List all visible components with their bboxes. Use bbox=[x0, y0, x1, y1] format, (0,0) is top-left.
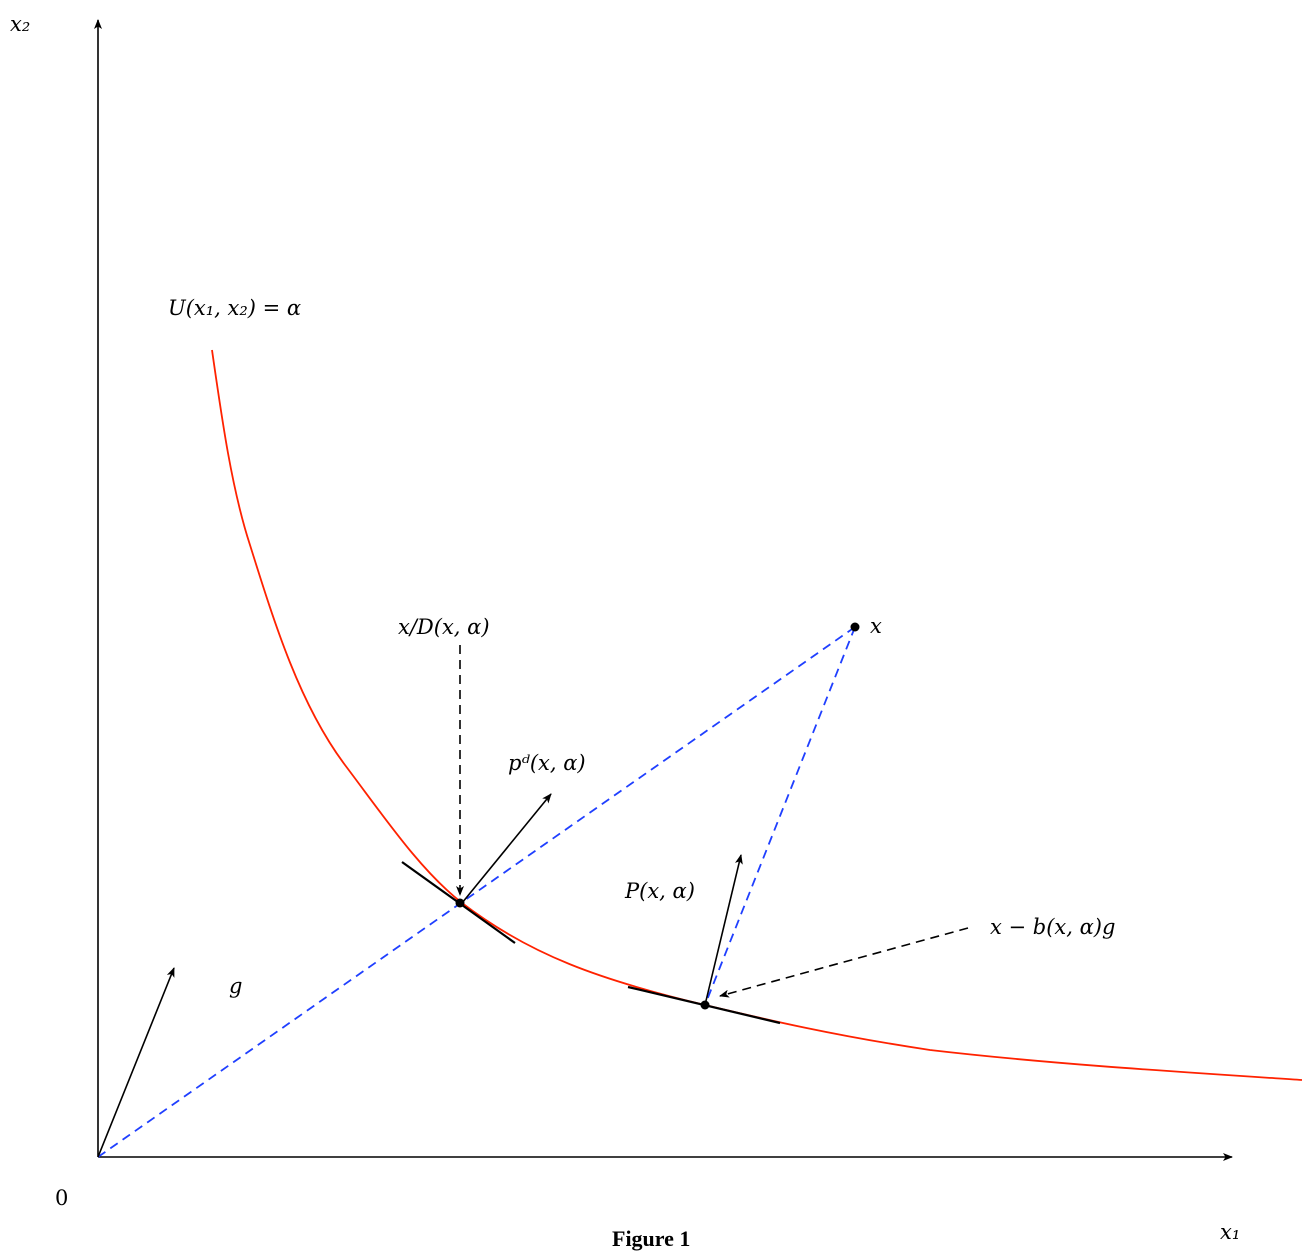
y-axis-label: x₂ bbox=[10, 12, 31, 36]
ray-origin-to-x bbox=[97, 626, 856, 1158]
benefit-dashed-arrow bbox=[719, 927, 969, 998]
distance-point-label: x/D(x, α) bbox=[398, 615, 490, 639]
curve-label: U(x₁, x₂) = α bbox=[168, 296, 302, 320]
benefit-point-label: x − b(x, α)g bbox=[990, 915, 1116, 939]
indifference-curve bbox=[211, 349, 1302, 1081]
point-x-label: x bbox=[870, 614, 882, 638]
g-label: g bbox=[229, 974, 243, 998]
price-projection-label: P(x, α) bbox=[625, 879, 695, 903]
figure-caption: Figure 1 bbox=[612, 1226, 691, 1251]
point-distance bbox=[455, 898, 465, 908]
line-x-to-projection bbox=[704, 626, 856, 1006]
point-x bbox=[850, 622, 860, 632]
g-arrow bbox=[97, 967, 175, 1158]
origin-label: 0 bbox=[55, 1186, 69, 1210]
price-dual-label: pᵈ(x, α) bbox=[508, 751, 586, 775]
point-projection bbox=[700, 1000, 710, 1010]
price-projection-arrow bbox=[704, 854, 743, 1006]
x-axis-label: x₁ bbox=[1220, 1220, 1241, 1244]
price-dual-arrow bbox=[461, 793, 552, 904]
